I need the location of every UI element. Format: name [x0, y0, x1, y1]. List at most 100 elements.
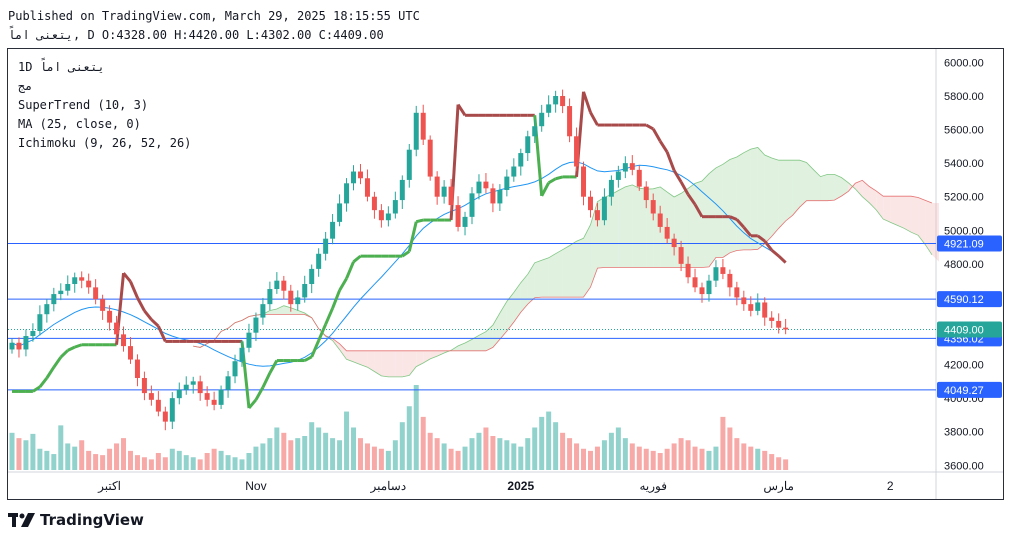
volume-bar	[72, 446, 78, 470]
legend-symbol: 1D يتعنى اماً	[18, 60, 105, 74]
volume-bar	[351, 427, 357, 470]
volume-bar	[392, 440, 398, 470]
candle-body	[483, 181, 489, 189]
volume-bar	[274, 427, 280, 470]
volume-bar	[86, 450, 92, 470]
legend-exchange: مج	[18, 79, 33, 93]
cloud-segment	[611, 190, 619, 268]
cloud-segment	[492, 312, 500, 348]
volume-bar	[37, 448, 43, 470]
candle-body	[741, 297, 747, 305]
volume-bar	[107, 448, 113, 470]
volume-bar	[643, 448, 649, 470]
cloud-segment	[583, 224, 591, 298]
volume-bar	[671, 443, 677, 470]
candle-body	[176, 389, 182, 399]
candle-body	[587, 196, 593, 211]
volume-bar	[183, 455, 189, 470]
level-price-label-bg	[937, 235, 1002, 252]
volume-bar	[657, 453, 663, 470]
volume-bar	[727, 427, 733, 470]
x-tick-label: 2	[887, 479, 894, 493]
candle-body	[567, 106, 573, 137]
legend-ichimoku[interactable]: Ichimoku (9, 26, 52, 26)	[18, 136, 192, 150]
supertrend-segment	[589, 111, 599, 126]
volume-bar	[155, 453, 161, 470]
supertrend-segment	[331, 289, 341, 309]
cloud-segment	[743, 149, 751, 250]
candle-body	[504, 176, 510, 190]
supertrend-segment	[693, 203, 704, 218]
x-tick-label: 2025	[507, 479, 534, 493]
cloud-segment	[360, 350, 368, 368]
candle-body	[769, 317, 775, 321]
volume-bar	[441, 443, 447, 470]
candle-body	[762, 302, 768, 318]
supertrend-segment	[540, 182, 550, 197]
volume-bar	[539, 416, 545, 470]
volume-bar	[260, 443, 266, 470]
cloud-segment	[904, 196, 912, 233]
supertrend-segment	[254, 386, 265, 401]
volume-bar	[713, 446, 719, 470]
cloud-segment	[806, 162, 814, 201]
cloud-segment	[541, 257, 549, 298]
cloud-segment	[423, 350, 431, 363]
candle-body	[107, 310, 113, 323]
cloud-segment	[618, 186, 626, 268]
volume-bar	[121, 438, 127, 470]
cloud-segment	[367, 350, 375, 372]
candle-body	[364, 178, 370, 197]
cloud-segment	[409, 350, 417, 376]
supertrend-segment	[735, 218, 745, 229]
candle-body	[169, 398, 175, 422]
volume-bar	[546, 411, 552, 470]
y-tick-label: 5400.00	[944, 158, 984, 170]
volume-bar	[51, 454, 57, 470]
candle-body	[239, 347, 245, 362]
supertrend-segment	[729, 215, 738, 221]
candle-body	[155, 399, 161, 412]
candle-body	[357, 171, 363, 179]
candle-body	[190, 381, 196, 385]
candle-body	[685, 263, 691, 278]
candle-body	[51, 294, 57, 305]
cloud-segment	[911, 196, 919, 236]
volume-bar	[601, 440, 607, 470]
candle-body	[218, 389, 224, 405]
cloud-segment	[395, 350, 403, 377]
candle-body	[434, 176, 440, 197]
volume-bar	[399, 422, 405, 470]
candle-body	[65, 284, 71, 291]
candle-body	[246, 332, 252, 348]
candle-body	[776, 320, 782, 328]
cloud-segment	[729, 156, 737, 253]
legend-ma[interactable]: MA (25, close, 0)	[18, 117, 141, 131]
ma-line	[11, 161, 786, 367]
supertrend-segment	[317, 323, 328, 342]
cloud-segment	[750, 147, 758, 250]
cloud-segment	[792, 160, 800, 216]
candle-body	[462, 216, 468, 227]
volume-bar	[385, 450, 391, 470]
chart-canvas[interactable]: 6000.00 5800.00 5600.00 5400.00 5200.00 5000.…	[8, 49, 1003, 499]
candle-body	[267, 289, 273, 305]
candle-body	[253, 317, 259, 333]
tradingview-brand[interactable]: TradingView	[8, 511, 144, 529]
volume-bar	[553, 422, 559, 470]
candle-body	[490, 188, 496, 204]
candle-body	[664, 226, 670, 239]
volume-bar	[232, 457, 238, 470]
candle-body	[448, 186, 454, 206]
legend-supertrend[interactable]: SuperTrend (10, 3)	[18, 98, 149, 112]
candle-body	[197, 381, 203, 394]
volume-bar	[622, 438, 628, 470]
volume-bar	[490, 436, 496, 470]
supertrend-segment	[672, 169, 683, 183]
candle-body	[392, 200, 398, 214]
cloud-segment	[764, 154, 772, 244]
candle-body	[323, 238, 329, 254]
candle-body	[330, 221, 336, 239]
candle-body	[225, 376, 231, 390]
cloud-segment	[339, 343, 347, 360]
